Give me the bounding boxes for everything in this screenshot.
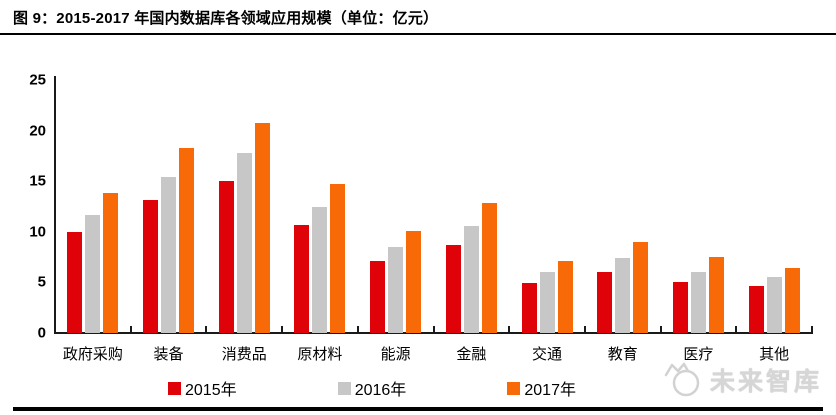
bar-2015年-消费品 [218, 181, 234, 333]
bar-2015年-能源 [370, 261, 386, 333]
bar-2017年-交通 [557, 261, 573, 333]
watermark-text: 未来智库 [710, 368, 823, 396]
bar-2017年-消费品 [254, 123, 270, 333]
x-axis-tick [811, 326, 813, 333]
bar-2017年-装备 [179, 148, 195, 333]
bar-2017年-其他 [784, 268, 800, 333]
y-axis-tick-label: 20 [29, 122, 46, 140]
watermark: 未来智库 [660, 361, 822, 399]
bar-2015年-教育 [597, 272, 613, 333]
future-thinktank-logo-icon [664, 362, 700, 397]
bar-2015年-金融 [445, 245, 461, 333]
x-axis-category-label: 教育 [607, 346, 638, 363]
bar-group-2 [131, 80, 207, 333]
bar-2016年-其他 [766, 277, 782, 333]
y-axis-tick-label: 10 [29, 223, 46, 241]
x-axis-tick [281, 326, 284, 333]
y-axis-tick-label: 0 [37, 324, 46, 342]
x-axis-category-label: 原材料 [297, 346, 343, 363]
bar-group-1 [55, 80, 131, 333]
x-axis-tick [129, 326, 132, 333]
bar-2016年-消费品 [236, 153, 252, 333]
bar-2015年-交通 [521, 283, 537, 333]
bar-2015年-装备 [143, 200, 159, 333]
chart-legend: 2015年 2016年 2017年 [168, 376, 576, 400]
bar-2017年-原材料 [330, 184, 346, 333]
legend-swatch-2017年 [507, 381, 521, 395]
bar-2015年-政府采购 [67, 232, 83, 333]
bar-group-3 [206, 80, 282, 333]
x-axis-category-label: 其他 [759, 346, 790, 363]
bottom-rule [13, 407, 823, 411]
bar-2017年-金融 [481, 203, 497, 333]
legend-item-2015年: 2015年 [168, 376, 237, 400]
bar-2016年-金融 [463, 226, 479, 333]
bar-group-6 [434, 80, 510, 333]
legend-label: 2016年 [354, 382, 407, 399]
y-axis-tick-label: 15 [29, 172, 46, 190]
x-axis-category-label: 能源 [380, 346, 411, 363]
y-axis-line [54, 76, 56, 334]
bar-2015年-其他 [748, 286, 764, 333]
bar-2016年-医疗 [690, 272, 706, 333]
legend-item-2016年: 2016年 [337, 376, 407, 400]
bar-2016年-交通 [539, 272, 555, 333]
bar-2015年-原材料 [294, 225, 310, 333]
bar-2016年-能源 [388, 247, 404, 333]
title-rule [0, 33, 836, 35]
bar-2017年-教育 [633, 242, 649, 333]
bar-group-10 [736, 80, 812, 333]
bar-group-9 [661, 80, 737, 333]
x-axis-category-label: 政府采购 [62, 346, 123, 363]
bar-2017年-政府采购 [103, 193, 119, 333]
legend-item-2017年: 2017年 [507, 376, 576, 400]
x-axis-tick [659, 326, 662, 333]
bar-2017年-医疗 [708, 257, 724, 333]
bar-2015年-医疗 [672, 282, 688, 333]
bar-2016年-政府采购 [85, 215, 101, 333]
bar-2016年-原材料 [312, 207, 328, 333]
x-axis-category-label: 交通 [532, 346, 563, 363]
legend-label: 2017年 [524, 382, 576, 399]
legend-label: 2015年 [185, 382, 237, 399]
bar-group-4 [282, 80, 358, 333]
x-axis-line [54, 332, 813, 334]
x-axis-tick [508, 326, 511, 333]
figure-title: 图 9：2015-2017 年国内数据库各领域应用规模（单位：亿元） [13, 10, 439, 27]
x-axis-tick [583, 326, 586, 333]
x-axis-tick [205, 326, 208, 333]
x-axis-category-label: 消费品 [221, 346, 267, 363]
y-axis-tick-label: 25 [29, 71, 46, 89]
legend-swatch-2016年 [337, 381, 351, 395]
x-axis-category-label: 金融 [456, 346, 487, 363]
x-axis-tick [735, 326, 738, 333]
bar-2017年-能源 [406, 231, 422, 333]
bar-group-5 [358, 80, 434, 333]
x-axis-tick [432, 326, 435, 333]
bar-2016年-装备 [161, 177, 177, 333]
legend-swatch-2015年 [168, 381, 181, 395]
bar-group-7 [509, 80, 585, 333]
x-axis-tick [356, 326, 359, 333]
x-axis-category-label: 医疗 [683, 346, 714, 363]
x-axis-category-label: 装备 [153, 346, 184, 363]
bar-group-8 [585, 80, 661, 333]
y-axis-tick-label: 5 [37, 273, 46, 291]
bar-2016年-教育 [615, 258, 631, 333]
